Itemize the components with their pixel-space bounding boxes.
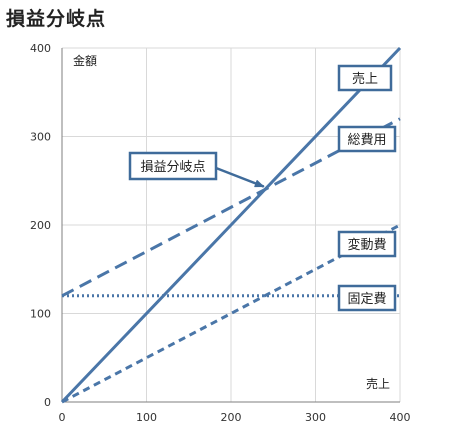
total-cost-label: 総費用 xyxy=(347,133,386,148)
x-axis-label: 売上 xyxy=(366,376,390,391)
y-tick-label: 0 xyxy=(44,396,51,409)
y-tick-label: 100 xyxy=(30,308,51,321)
break-even-arrow xyxy=(215,166,265,188)
sales-line xyxy=(60,46,402,404)
total-cost-line xyxy=(61,117,401,298)
break-even-callout-label: 損益分岐点 xyxy=(140,160,205,175)
x-tick-label: 300 xyxy=(305,411,326,424)
tick-labels: 0 100 200 300 400 0 100 200 300 400 xyxy=(30,42,411,424)
page-title: 損益分岐点 xyxy=(6,8,107,30)
fixed-cost-label-box xyxy=(337,284,397,312)
x-tick-label: 400 xyxy=(390,411,411,424)
y-tick-label: 200 xyxy=(30,219,51,232)
y-tick-label: 300 xyxy=(30,131,51,144)
x-tick-label: 200 xyxy=(221,411,242,424)
axes xyxy=(61,48,400,403)
variable-cost-label: 変動費 xyxy=(347,237,386,253)
x-tick-label: 100 xyxy=(136,411,157,424)
y-axis-label: 金額 xyxy=(73,53,97,68)
break-even-callout-box xyxy=(128,151,218,181)
sales-label: 売上 xyxy=(352,71,378,87)
variable-cost-label-box xyxy=(337,230,397,258)
sales-label-box xyxy=(337,64,393,92)
y-tick-label: 400 xyxy=(30,42,51,55)
fixed-cost-label: 固定費 xyxy=(347,292,386,307)
total-cost-label-box xyxy=(337,125,397,153)
x-tick-label: 0 xyxy=(59,411,66,424)
